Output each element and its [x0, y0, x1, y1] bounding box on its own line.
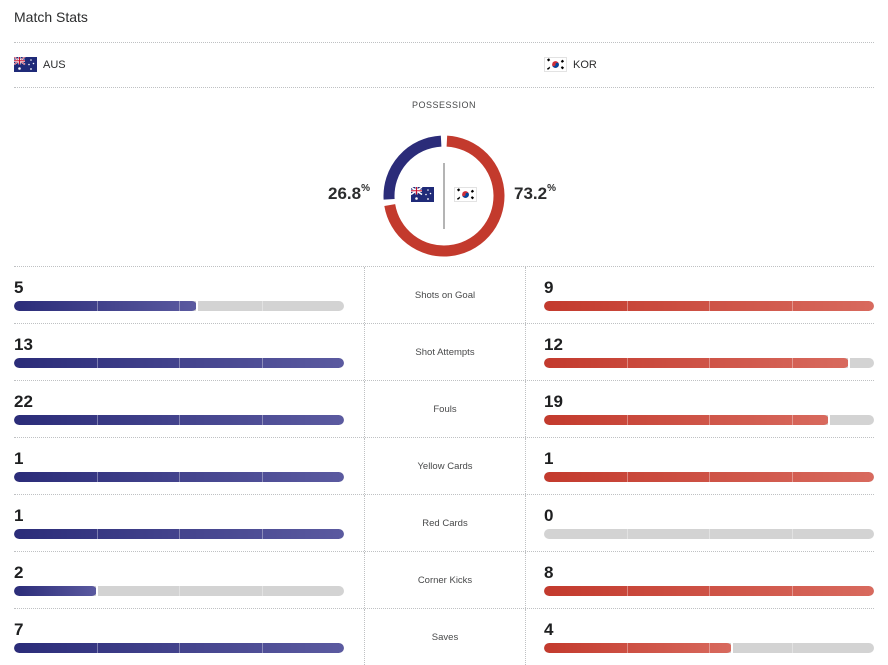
stat-home-bar — [14, 643, 344, 653]
stat-home-value: 5 — [14, 278, 24, 297]
stat-home-bar-fill — [14, 586, 97, 596]
stat-home-bar-fill — [14, 415, 344, 425]
stat-away-bar — [544, 301, 874, 311]
stat-label: Fouls — [364, 381, 526, 437]
team-home: AUS — [14, 57, 66, 72]
stat-home-bar — [14, 586, 344, 596]
stat-away-bar-fill — [544, 358, 850, 368]
stat-away-bar-fill — [544, 643, 734, 653]
stat-home-bar-fill — [14, 301, 199, 311]
stat-label: Yellow Cards — [364, 438, 526, 494]
stat-home-value: 22 — [14, 392, 33, 411]
stat-home-bar-fill — [14, 472, 344, 482]
stat-away-value: 9 — [544, 278, 554, 297]
stat-home-value: 1 — [14, 449, 24, 468]
possession-home-number: 26.8 — [328, 184, 362, 203]
stat-row: 1 Yellow Cards 1 — [14, 437, 874, 494]
possession-label: POSSESSION — [411, 100, 477, 110]
stat-home-value: 2 — [14, 563, 24, 582]
possession-home-unit: % — [361, 183, 370, 194]
south-korea-flag-icon — [544, 57, 567, 72]
stat-away-bar — [544, 472, 874, 482]
stat-away-bar — [544, 415, 874, 425]
possession-away-number: 73.2 — [514, 184, 548, 203]
possession-away-value: 73.2% — [514, 183, 556, 204]
stat-home-bar-fill — [14, 643, 344, 653]
stat-row: 7 Saves 4 — [14, 608, 874, 665]
stat-away-bar-fill — [544, 586, 874, 596]
possession-arc-home — [383, 135, 442, 200]
stat-home-value: 1 — [14, 506, 24, 525]
stat-home-bar-fill — [14, 529, 344, 539]
stat-away-value: 19 — [544, 392, 563, 411]
page-title: Match Stats — [14, 9, 88, 25]
divider — [14, 42, 874, 43]
stat-home-bar — [14, 529, 344, 539]
stat-away-value: 1 — [544, 449, 554, 468]
stat-away-value: 12 — [544, 335, 563, 354]
divider — [14, 87, 874, 88]
stat-label: Shots on Goal — [364, 267, 526, 323]
possession-arc-away — [384, 135, 505, 257]
possession-home-value: 26.8% — [328, 183, 370, 204]
team-away-abbr: KOR — [573, 58, 597, 71]
stat-home-bar — [14, 415, 344, 425]
stat-home-bar-fill — [14, 358, 344, 368]
stat-away-bar-fill — [544, 472, 874, 482]
stat-label: Corner Kicks — [364, 552, 526, 608]
stat-home-value: 13 — [14, 335, 33, 354]
possession-donut — [383, 135, 505, 257]
south-korea-flag-icon — [454, 187, 477, 202]
australia-flag-icon — [14, 57, 37, 72]
stat-away-value: 4 — [544, 620, 554, 639]
stat-away-bar — [544, 643, 874, 653]
stat-away-bar-fill — [544, 415, 831, 425]
stat-away-bar — [544, 529, 874, 539]
stat-home-bar — [14, 472, 344, 482]
stat-label: Shot Attempts — [364, 324, 526, 380]
team-home-abbr: AUS — [43, 58, 66, 71]
stat-home-value: 7 — [14, 620, 24, 639]
stat-home-bar — [14, 358, 344, 368]
stat-away-bar — [544, 586, 874, 596]
stat-away-bar — [544, 358, 874, 368]
stat-row: 2 Corner Kicks 8 — [14, 551, 874, 608]
stat-label: Red Cards — [364, 495, 526, 551]
australia-flag-icon — [411, 187, 434, 202]
possession-away-unit: % — [547, 183, 556, 194]
stats-table: 5 Shots on Goal 9 13 Shot Attempts 12 22 Fouls 1… — [14, 266, 874, 665]
stat-row: 5 Shots on Goal 9 — [14, 266, 874, 323]
stat-away-value: 8 — [544, 563, 554, 582]
stat-row: 22 Fouls 19 — [14, 380, 874, 437]
stat-home-bar — [14, 301, 344, 311]
team-away: KOR — [544, 57, 597, 72]
stat-label: Saves — [364, 609, 526, 665]
stat-away-bar-fill — [544, 301, 874, 311]
stat-row: 13 Shot Attempts 12 — [14, 323, 874, 380]
stat-away-value: 0 — [544, 506, 554, 525]
stat-row: 1 Red Cards 0 — [14, 494, 874, 551]
